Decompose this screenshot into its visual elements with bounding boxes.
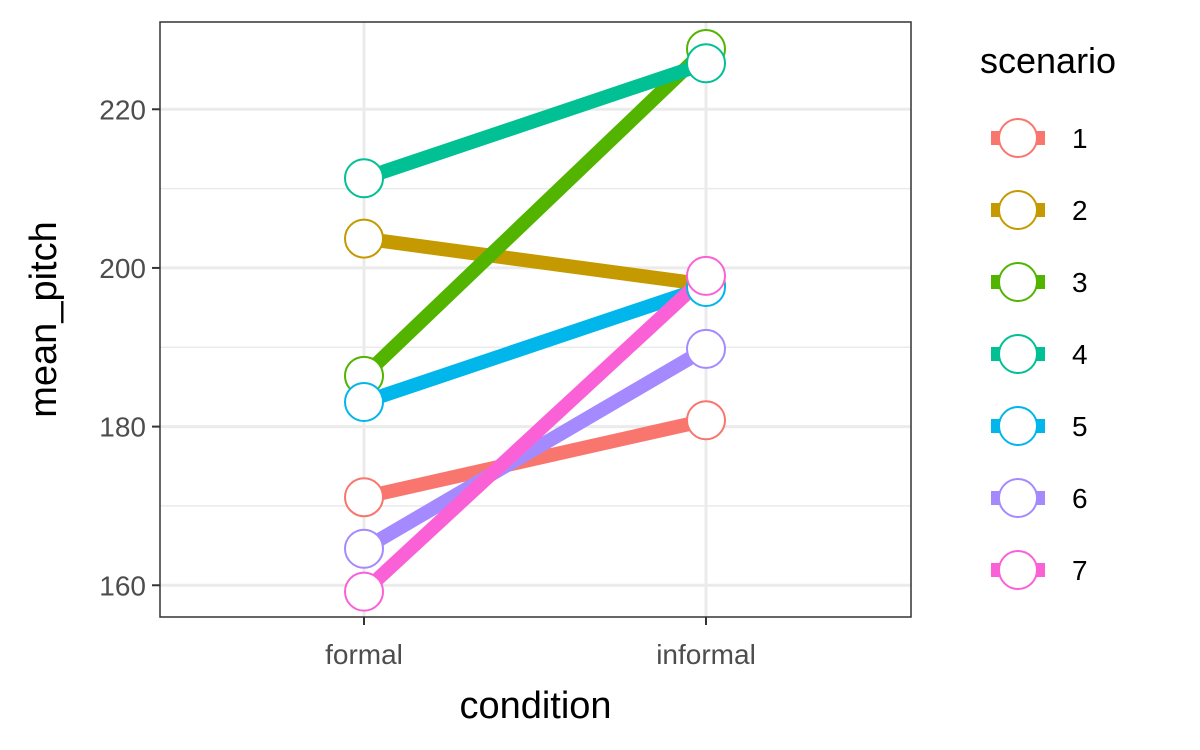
legend-label: 7 (1072, 555, 1088, 586)
legend-title: scenario (980, 40, 1116, 81)
data-point-1-formal (344, 477, 384, 518)
series-line-1 (362, 413, 708, 505)
y-axis-ticks: 160 180 200 220 (99, 94, 160, 601)
legend-key-point (998, 550, 1038, 590)
legend-label: 1 (1072, 123, 1088, 154)
legend-item-5: 5 (991, 406, 1088, 446)
legend-key-point (998, 118, 1038, 158)
legend-key-point (998, 190, 1038, 230)
legend-key-point (998, 262, 1038, 302)
data-point-1-informal (686, 400, 726, 441)
legend-key-point (998, 334, 1038, 374)
x-axis-title: condition (459, 685, 611, 727)
data-point-4-informal (686, 43, 726, 84)
legend-label: 3 (1072, 267, 1088, 298)
panel-border (159, 21, 912, 618)
y-tick-label: 200 (99, 253, 146, 284)
legend-label: 4 (1072, 339, 1088, 370)
series-line-3 (359, 43, 711, 381)
legend-item-3: 3 (991, 262, 1088, 302)
y-axis-title: mean_pitch (23, 221, 65, 417)
y-tick-label: 220 (99, 94, 146, 125)
series-line-5 (361, 280, 709, 409)
legend-label: 5 (1072, 411, 1088, 442)
data-point-2-formal (344, 218, 384, 259)
y-tick-label: 180 (99, 412, 146, 443)
series-line-6 (360, 342, 710, 555)
major-gridlines (160, 22, 911, 617)
series-lines (359, 43, 711, 597)
series-line-2 (363, 231, 707, 292)
series-line-4 (361, 56, 709, 185)
series-line-7 (359, 270, 711, 597)
data-point-7-informal (686, 255, 726, 296)
x-tick-label: informal (656, 639, 756, 670)
y-tick-label: 160 (99, 570, 146, 601)
legend-item-6: 6 (991, 478, 1088, 518)
legend-key-point (998, 478, 1038, 518)
legend-item-1: 1 (991, 118, 1088, 158)
data-point-4-formal (344, 158, 384, 199)
legend-item-2: 2 (991, 190, 1088, 230)
legend-key-point (998, 406, 1038, 446)
data-point-6-informal (686, 328, 726, 369)
series-points (344, 28, 726, 612)
legend-label: 6 (1072, 483, 1088, 514)
data-point-5-formal (344, 382, 384, 423)
legend-item-7: 7 (991, 550, 1088, 590)
x-axis-ticks: formal informal (325, 617, 756, 670)
legend-label: 2 (1072, 195, 1088, 226)
data-point-6-formal (344, 528, 384, 569)
legend-item-4: 4 (991, 334, 1088, 374)
legend: scenario 1 2 3 4 5 6 7 (980, 40, 1116, 590)
x-tick-label: formal (325, 639, 403, 670)
data-point-7-formal (344, 571, 384, 612)
